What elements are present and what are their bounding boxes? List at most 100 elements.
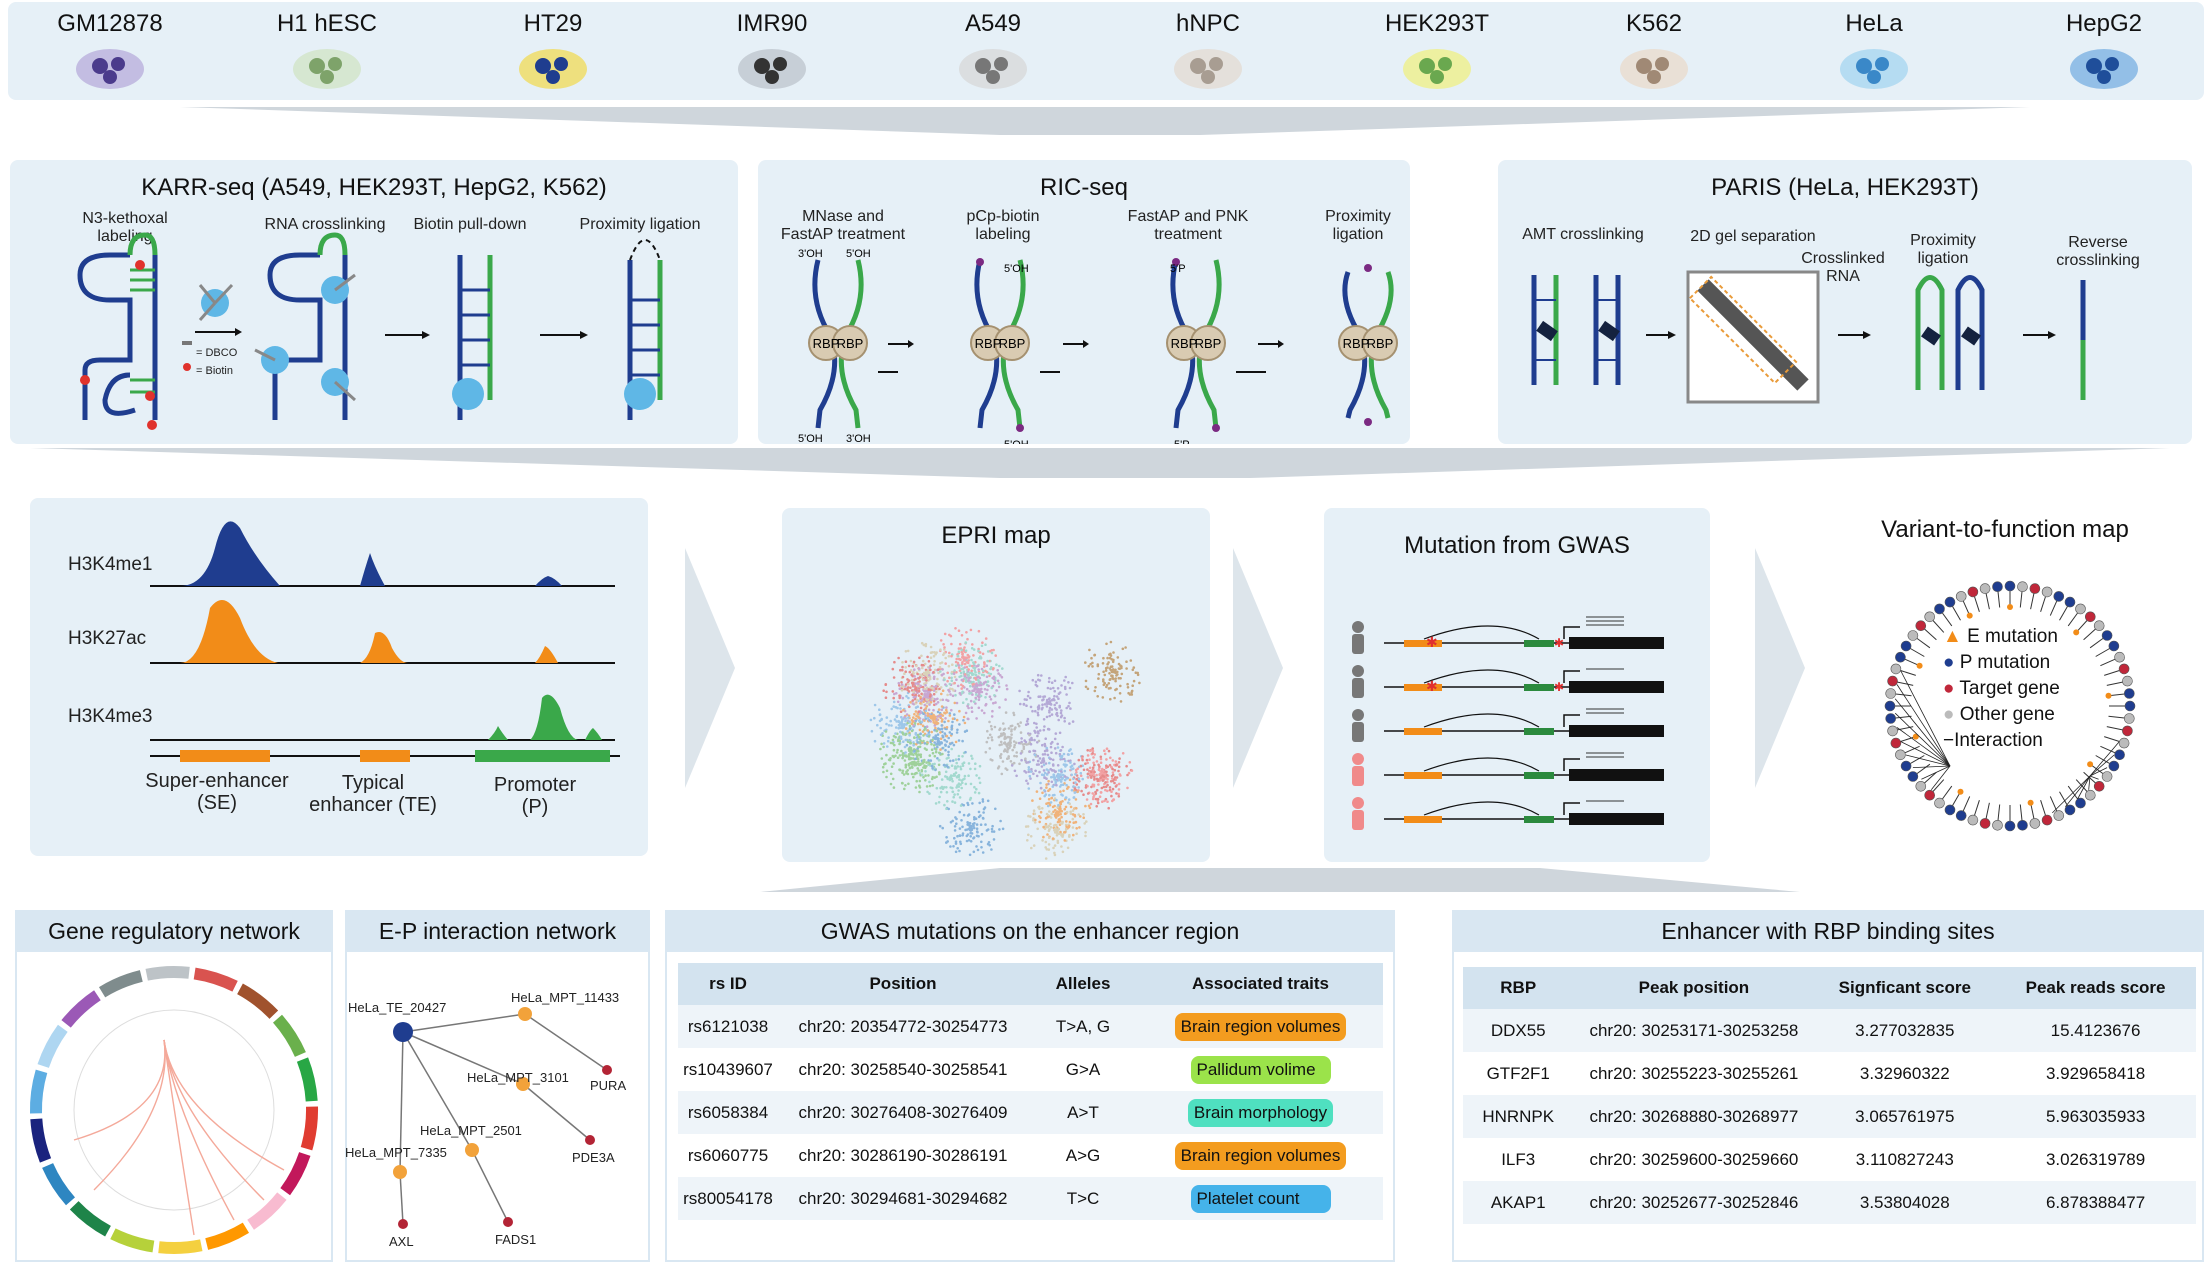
karr-step-label: Biotin pull-down (413, 216, 527, 233)
region-label: Promoter (P) (493, 774, 577, 818)
rbp-table: RBP Peak position Signficant score Peak … (1463, 967, 2196, 1224)
table-cell: Pallidum volime (1138, 1048, 1383, 1091)
histone-mark-label: H3K4me3 (68, 706, 153, 727)
v2f-circle-plot (1884, 580, 2136, 832)
table-cell: 3.32960322 (1814, 1052, 1996, 1095)
cell-line-label: HeLa (1845, 10, 1903, 37)
histone-tracks (150, 521, 620, 762)
ep-node-label: HeLa_MPT_11433 (511, 990, 619, 1005)
table-cell: 6.878388477 (1995, 1181, 2196, 1224)
table-cell: chr20: 20354772-30254773 (778, 1005, 1028, 1048)
funnel-arrow-top (180, 107, 2030, 135)
ric-step-label: MNase and FastAP treatment (780, 208, 906, 243)
v2f-title: Variant-to-function map (1881, 516, 2129, 543)
cell-line-label: K562 (1625, 10, 1683, 37)
karr-step-label: N3-kethoxal labeling (82, 210, 168, 245)
cell-line-icon (2070, 49, 2138, 89)
legend-item: ● P mutation (1943, 650, 2060, 676)
mutation-mark: ✱ (1426, 678, 1438, 694)
table-cell: chr20: 30252677-30252846 (1573, 1181, 1815, 1224)
legend-item: −Interaction (1943, 728, 2060, 754)
cell-line-label: hNPC (1175, 10, 1241, 37)
ric-seq-panel: RIC-seq MNase and FastAP treatment pCp-b… (758, 160, 1410, 444)
ep-network-panel (345, 910, 650, 1262)
table-cell: 3.026319789 (1995, 1138, 2196, 1181)
column-header: Position (778, 963, 1028, 1005)
ep-node-label: FADS1 (495, 1232, 536, 1247)
table-cell: rs6121038 (678, 1005, 778, 1048)
table-cell: chr20: 30255223-30255261 (1573, 1052, 1815, 1095)
epri-map-panel: EPRI map (782, 508, 1210, 862)
rna-end-label: 3'OH (798, 248, 823, 260)
ep-node-label: HeLa_MPT_7335 (345, 1145, 447, 1160)
table-cell: AKAP1 (1463, 1181, 1574, 1224)
table-cell: Brain region volumes (1138, 1005, 1383, 1048)
gwas-mutation-title: Mutation from GWAS (1404, 532, 1630, 559)
rna-end-label: 5'P (1170, 263, 1186, 275)
column-header: rs ID (678, 963, 778, 1005)
legend-item: ▲ E mutation (1943, 624, 2060, 650)
table-cell: chr20: 30286190-30286191 (778, 1134, 1028, 1177)
rbp-label: RBP (1343, 336, 1370, 351)
table-cell: HNRNPK (1463, 1095, 1574, 1138)
karr-seq-panel: KARR-seq (A549, HEK293T, HepG2, K562) N3… (10, 160, 738, 444)
funnel-arrow-bottom (760, 868, 1800, 892)
table-cell: rs6058384 (678, 1091, 778, 1134)
cell-line-icon (959, 49, 1027, 89)
cell-line-label: H1 hESC (276, 10, 378, 37)
table-cell: chr20: 30276408-30276409 (778, 1091, 1028, 1134)
rna-end-label: 5'OH (846, 248, 871, 260)
legend-label: Interaction (1954, 730, 2043, 751)
rbp-label: RBP (999, 336, 1026, 351)
rbp-label: RBP (975, 336, 1002, 351)
grn-circos-plot (29, 965, 319, 1255)
trait-badge: Platelet count (1190, 1184, 1331, 1213)
ric-seq-title: RIC-seq (1039, 174, 1129, 201)
table-cell: rs6060775 (678, 1134, 778, 1177)
rna-end-label: 5'OH (1004, 263, 1029, 275)
paris-title: PARIS (HeLa, HEK293T) (1711, 174, 1979, 201)
paris-step-label: Proximity ligation (1910, 232, 1976, 267)
rbp-label: RBP (837, 336, 864, 351)
table-cell: 3.065761975 (1814, 1095, 1996, 1138)
gwas-mutation-panel: Mutation from GWAS ✱ ✱ ✱ ✱ (1324, 508, 1710, 862)
triangle-icon: ▲ (1943, 626, 1962, 647)
ep-node-label: PURA (590, 1078, 626, 1093)
table-row: rs10439607 chr20: 30258540-30258541 G>A Pal… (678, 1048, 1383, 1091)
funnel-arrow-middle (30, 448, 2170, 478)
cell-line-label: A549 (964, 10, 1022, 37)
paris-step-label: 2D gel separation (1690, 228, 1816, 245)
v2f-legend: ▲ E mutation ● P mutation ● Target gene … (1943, 624, 2060, 754)
cell-line-label: HT29 (523, 10, 583, 37)
cell-line-icon (293, 49, 361, 89)
mutation-mark: ✱ (1426, 634, 1438, 650)
table-cell: chr20: 30268880-30268977 (1573, 1095, 1815, 1138)
ep-node-label: HeLa_MPT_2501 (420, 1123, 522, 1138)
rna-end-label: 5'P (1174, 439, 1190, 444)
karr-seq-title: KARR-seq (A549, HEK293T, HepG2, K562) (141, 174, 607, 201)
ep-node-label: AXL (389, 1234, 414, 1249)
karr-step-label: Proximity ligation (579, 216, 701, 233)
table-cell: ILF3 (1463, 1138, 1574, 1181)
column-header: Alleles (1028, 963, 1138, 1005)
karr-step-label: RNA crosslinking (264, 216, 386, 233)
ep-node-label: HeLa_TE_20427 (348, 1000, 446, 1015)
legend-label: E mutation (1967, 626, 2058, 647)
gwas-table-title: GWAS mutations on the enhancer region (665, 910, 1395, 952)
biotin-legend: = Biotin (196, 365, 233, 377)
rna-end-label: 5'OH (1004, 439, 1029, 444)
table-row: HNRNPK chr20: 30268880-30268977 3.06576197… (1463, 1095, 2196, 1138)
region-label: Super-enhancer (SE) (145, 770, 289, 814)
legend-label: Other gene (1959, 704, 2055, 725)
histone-panel: H3K4me1 H3K27ac H3K4me3 Super-enhancer (… (30, 498, 648, 856)
rbp-label: RBP (1195, 336, 1222, 351)
trait-badge: Brain region volumes (1174, 1141, 1347, 1170)
cell-line-icon (519, 49, 587, 89)
epri-map-title: EPRI map (941, 522, 1051, 549)
ric-step-label: pCp-biotin labeling (966, 208, 1040, 243)
table-cell: 3.277032835 (1814, 1009, 1996, 1052)
cell-line-icon (1174, 49, 1242, 89)
cell-line-label: IMR90 (736, 10, 808, 37)
table-row: rs80054178 chr20: 30294681-30294682 T>C Pla… (678, 1177, 1383, 1220)
